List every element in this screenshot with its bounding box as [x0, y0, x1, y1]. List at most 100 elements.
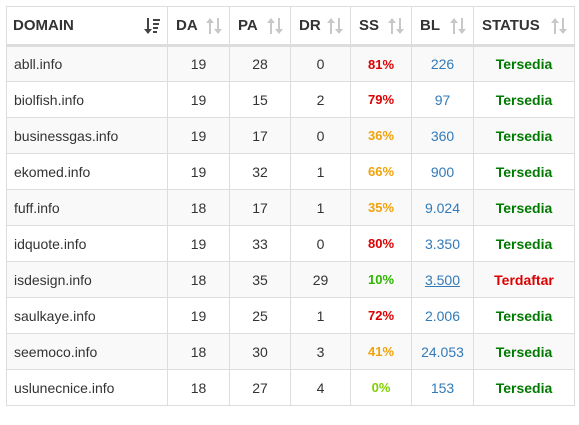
sort-arrows-icon[interactable] — [205, 18, 223, 34]
domain-cell: seemoco.info — [6, 333, 168, 370]
bl-cell: 226 — [411, 45, 474, 82]
table-row[interactable]: seemoco.info 18 30 3 41% 24.053 Tersedia — [6, 333, 575, 370]
dr-cell: 3 — [290, 333, 351, 370]
da-cell: 19 — [167, 225, 230, 262]
ss-cell: 79% — [350, 81, 412, 118]
table-row[interactable]: fuff.info 18 17 1 35% 9.024 Tersedia — [6, 189, 575, 226]
pa-cell: 15 — [229, 81, 291, 118]
column-header-pa[interactable]: PA — [229, 6, 291, 47]
dr-cell: 2 — [290, 81, 351, 118]
sort-alpha-desc-icon[interactable] — [143, 18, 161, 34]
da-cell: 19 — [167, 297, 230, 334]
da-cell: 18 — [167, 369, 230, 406]
column-header-label: STATUS — [482, 17, 540, 34]
bl-cell: 24.053 — [411, 333, 474, 370]
dr-cell: 4 — [290, 369, 351, 406]
pa-cell: 17 — [229, 117, 291, 154]
column-header-ss[interactable]: SS — [350, 6, 412, 47]
column-header-label: BL — [420, 17, 440, 34]
pa-cell: 35 — [229, 261, 291, 298]
da-cell: 18 — [167, 261, 230, 298]
backlink-link[interactable]: 3.500 — [424, 271, 461, 288]
table-row[interactable]: saulkaye.info 19 25 1 72% 2.006 Tersedia — [6, 297, 575, 334]
domain-cell: ekomed.info — [6, 153, 168, 190]
table-row[interactable]: uslunecnice.info 18 27 4 0% 153 Tersedia — [6, 369, 575, 406]
domain-cell: saulkaye.info — [6, 297, 168, 334]
domain-cell: uslunecnice.info — [6, 369, 168, 406]
column-header-bl[interactable]: BL — [411, 6, 474, 47]
status-badge: Terdaftar — [473, 261, 575, 298]
dr-cell: 0 — [290, 45, 351, 82]
bl-cell: 2.006 — [411, 297, 474, 334]
bl-cell: 360 — [411, 117, 474, 154]
pa-cell: 30 — [229, 333, 291, 370]
pa-cell: 27 — [229, 369, 291, 406]
domain-table: DOMAIN DA — [6, 6, 575, 406]
dr-cell: 0 — [290, 225, 351, 262]
da-cell: 18 — [167, 189, 230, 226]
da-cell: 19 — [167, 153, 230, 190]
domain-cell: biolfish.info — [6, 81, 168, 118]
column-header-label: DOMAIN — [13, 17, 74, 34]
status-badge: Tersedia — [473, 297, 575, 334]
dr-cell: 0 — [290, 117, 351, 154]
sort-arrows-icon[interactable] — [449, 18, 467, 34]
domain-table-container: DOMAIN DA — [6, 6, 575, 406]
domain-cell: businessgas.info — [6, 117, 168, 154]
status-badge: Tersedia — [473, 333, 575, 370]
dr-cell: 1 — [290, 153, 351, 190]
table-row[interactable]: idquote.info 19 33 0 80% 3.350 Tersedia — [6, 225, 575, 262]
status-badge: Tersedia — [473, 117, 575, 154]
table-body: abll.info 19 28 0 81% 226 Tersedia biolfish.inf… — [6, 45, 575, 406]
column-header-status[interactable]: STATUS — [473, 6, 575, 47]
domain-cell: isdesign.info — [6, 261, 168, 298]
status-badge: Tersedia — [473, 45, 575, 82]
table-row[interactable]: ekomed.info 19 32 1 66% 900 Tersedia — [6, 153, 575, 190]
pa-cell: 17 — [229, 189, 291, 226]
domain-cell: abll.info — [6, 45, 168, 82]
ss-cell: 72% — [350, 297, 412, 334]
da-cell: 18 — [167, 333, 230, 370]
table-row[interactable]: businessgas.info 19 17 0 36% 360 Tersedia — [6, 117, 575, 154]
column-header-domain[interactable]: DOMAIN — [6, 6, 168, 47]
status-badge: Tersedia — [473, 225, 575, 262]
status-badge: Tersedia — [473, 369, 575, 406]
da-cell: 19 — [167, 117, 230, 154]
ss-cell: 35% — [350, 189, 412, 226]
column-header-da[interactable]: DA — [167, 6, 230, 47]
dr-cell: 1 — [290, 297, 351, 334]
sort-arrows-icon[interactable] — [266, 18, 284, 34]
bl-cell: 153 — [411, 369, 474, 406]
column-header-dr[interactable]: DR — [290, 6, 351, 47]
table-row[interactable]: biolfish.info 19 15 2 79% 97 Tersedia — [6, 81, 575, 118]
da-cell: 19 — [167, 45, 230, 82]
table-row[interactable]: abll.info 19 28 0 81% 226 Tersedia — [6, 45, 575, 82]
sort-arrows-icon[interactable] — [387, 18, 405, 34]
sort-arrows-icon[interactable] — [326, 18, 344, 34]
pa-cell: 25 — [229, 297, 291, 334]
column-header-label: DA — [176, 17, 198, 34]
status-badge: Tersedia — [473, 153, 575, 190]
ss-cell: 80% — [350, 225, 412, 262]
column-header-label: SS — [359, 17, 380, 34]
bl-cell: 97 — [411, 81, 474, 118]
sort-arrows-icon[interactable] — [550, 18, 568, 34]
ss-cell: 41% — [350, 333, 412, 370]
pa-cell: 33 — [229, 225, 291, 262]
bl-cell: 900 — [411, 153, 474, 190]
column-header-label: DR — [299, 17, 321, 34]
da-cell: 19 — [167, 81, 230, 118]
domain-cell: fuff.info — [6, 189, 168, 226]
status-badge: Tersedia — [473, 189, 575, 226]
ss-cell: 10% — [350, 261, 412, 298]
ss-cell: 81% — [350, 45, 412, 82]
pa-cell: 32 — [229, 153, 291, 190]
table-row[interactable]: isdesign.info 18 35 29 10% 3.500 Terdaftar — [6, 261, 575, 298]
pa-cell: 28 — [229, 45, 291, 82]
column-header-label: PA — [238, 17, 258, 34]
ss-cell: 66% — [350, 153, 412, 190]
domain-cell: idquote.info — [6, 225, 168, 262]
bl-cell: 9.024 — [411, 189, 474, 226]
ss-cell: 0% — [350, 369, 412, 406]
ss-cell: 36% — [350, 117, 412, 154]
